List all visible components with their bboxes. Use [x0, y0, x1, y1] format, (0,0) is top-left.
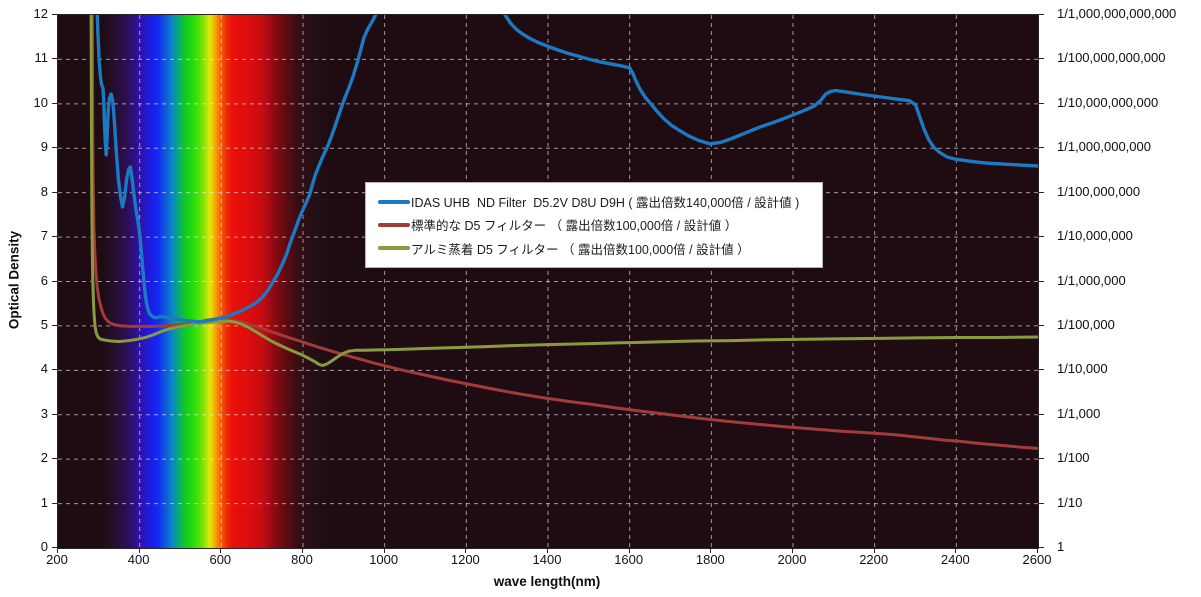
x-tick-label: 1600 — [614, 552, 644, 567]
x-tick-mark — [792, 548, 793, 553]
legend-row: IDAS UHB ND Filter D5.2V D8U D9H ( 露出倍数1… — [378, 190, 808, 213]
y-right-tick-mark — [1038, 280, 1044, 282]
legend-line-swatch — [378, 246, 410, 251]
y-tick-mark — [52, 102, 57, 104]
x-tick-label: 1000 — [369, 552, 399, 567]
y-right-tick-mark — [1038, 58, 1044, 60]
y-tick-label: 7 — [40, 228, 48, 244]
legend-label: IDAS UHB ND Filter D5.2V D8U D9H ( 露出倍数1… — [411, 196, 800, 211]
y-tick-mark — [52, 502, 57, 504]
x-tick-label: 200 — [46, 552, 68, 567]
y-tick-mark — [52, 147, 57, 149]
y-right-tick-mark — [1038, 324, 1044, 326]
y-right-tick-mark — [1038, 236, 1044, 238]
x-tick-label: 2400 — [940, 552, 970, 567]
x-axis-title: wave length(nm) — [493, 574, 601, 589]
y-right-label: 1/1,000,000 — [1057, 272, 1126, 288]
y-right-tick-mark — [1038, 547, 1044, 548]
y-right-tick-mark — [1038, 458, 1044, 460]
legend-row: アルミ蒸着 D5 フィルター （ 露出倍数100,000倍 / 設計値 ） — [378, 237, 808, 260]
y-tick-mark — [52, 280, 57, 282]
y-tick-mark — [52, 14, 57, 15]
x-tick-mark — [57, 548, 58, 553]
y-tick-mark — [52, 58, 57, 60]
y-right-tick-mark — [1038, 191, 1044, 193]
y-right-label: 1/100 — [1057, 450, 1090, 466]
x-tick-mark — [873, 548, 875, 553]
y-tick-label: 9 — [40, 139, 48, 155]
legend-line-swatch — [378, 222, 410, 227]
y-tick-label: 8 — [40, 183, 48, 199]
x-tick-label: 600 — [209, 552, 232, 567]
x-tick-label: 400 — [127, 552, 150, 567]
y-right-tick-mark — [1038, 14, 1044, 15]
y-tick-label: 3 — [40, 405, 48, 421]
y-right-tick-mark — [1038, 413, 1044, 415]
x-tick-label: 1200 — [450, 552, 480, 567]
x-tick-mark — [138, 548, 140, 553]
y-tick-label: 2 — [40, 450, 48, 466]
x-tick-label: 2000 — [777, 552, 807, 567]
y-right-label: 1/10,000,000 — [1057, 228, 1133, 244]
series-line — [90, 15, 1038, 450]
y-right-label: 1/10,000 — [1057, 361, 1108, 377]
y-tick-mark — [52, 324, 57, 326]
y-right-label: 1/100,000,000 — [1057, 183, 1141, 199]
x-tick-mark — [547, 548, 548, 553]
legend-line-swatch — [378, 199, 410, 204]
x-tick-mark — [383, 548, 385, 553]
y-right-label: 1 — [1057, 539, 1065, 554]
series-line — [89, 15, 1038, 367]
x-tick-label: 2200 — [859, 552, 889, 567]
y-right-tick-mark — [1038, 369, 1044, 371]
x-tick-label: 1800 — [695, 552, 725, 567]
y-tick-label: 0 — [40, 539, 48, 554]
y-tick-label: 6 — [40, 272, 48, 288]
y-right-label: 1/10 — [1057, 494, 1083, 510]
y-tick-mark — [52, 458, 57, 460]
y-tick-label: 11 — [34, 50, 49, 66]
y-right-label: 1/1,000,000,000,000 — [1057, 6, 1177, 21]
x-tick-mark — [302, 548, 303, 553]
y-right-label: 1/10,000,000,000 — [1057, 94, 1159, 110]
x-tick-mark — [220, 548, 222, 553]
legend-label: 標準的な D5 フィルター （ 露出倍数100,000倍 / 設計値 ） — [411, 219, 738, 234]
y-right-tick-mark — [1038, 147, 1044, 149]
y-right-tick-mark — [1038, 102, 1044, 104]
y-tick-label: 10 — [33, 94, 48, 110]
x-tick-mark — [465, 548, 467, 553]
x-tick-mark — [710, 548, 712, 553]
y-tick-mark — [52, 547, 57, 548]
y-tick-mark — [52, 236, 57, 238]
y-tick-label: 5 — [40, 316, 48, 332]
legend-row: 標準的な D5 フィルター （ 露出倍数100,000倍 / 設計値 ） — [378, 213, 808, 236]
y-right-label: 1/1,000 — [1057, 405, 1101, 421]
x-tick-mark — [955, 548, 957, 553]
x-tick-label: 2600 — [1022, 552, 1052, 567]
y-tick-label: 1 — [40, 494, 48, 510]
y-tick-mark — [52, 369, 57, 371]
x-tick-label: 800 — [291, 552, 313, 567]
series-line — [95, 15, 1038, 324]
y-right-label: 1/1,000,000,000 — [1057, 139, 1151, 155]
x-tick-mark — [628, 548, 630, 553]
y-tick-mark — [52, 413, 57, 415]
y-right-label: 1/100,000 — [1057, 316, 1115, 332]
y-tick-label: 4 — [40, 361, 48, 377]
legend-label: アルミ蒸着 D5 フィルター （ 露出倍数100,000倍 / 設計値 ） — [411, 242, 750, 257]
chart-svg — [58, 15, 1038, 548]
plot-area: IDAS UHB ND Filter D5.2V D8U D9H ( 露出倍数1… — [57, 14, 1039, 549]
x-tick-mark — [1037, 548, 1038, 553]
y-right-tick-mark — [1038, 502, 1044, 504]
legend: IDAS UHB ND Filter D5.2V D8U D9H ( 露出倍数1… — [365, 182, 823, 268]
y-tick-mark — [52, 191, 57, 193]
x-tick-label: 1400 — [532, 552, 562, 567]
y-right-label: 1/100,000,000,000 — [1057, 50, 1166, 66]
y-tick-label: 12 — [33, 6, 48, 21]
